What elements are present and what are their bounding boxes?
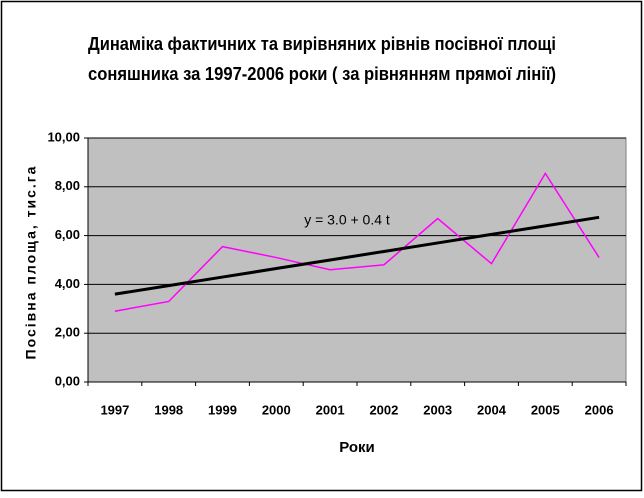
plot-area: [87, 137, 627, 383]
y-axis-label: Посівна площа, тис.га: [23, 165, 39, 360]
series-line: [114, 215, 600, 296]
x-tick-label: 1997: [100, 402, 129, 417]
y-tick-label: 6,00: [55, 227, 80, 242]
y-tick-label: 10,00: [47, 129, 80, 144]
x-tick-label: 1999: [208, 402, 237, 417]
x-tick-label: 2004: [477, 402, 507, 417]
x-tick-label: 2001: [316, 402, 345, 417]
x-tick-label: 2002: [369, 402, 398, 417]
y-tick-label: 2,00: [55, 325, 80, 340]
y-tick-label: 8,00: [55, 178, 80, 193]
x-tick-label: 2005: [531, 402, 560, 417]
chart-title: Динаміка фактичних та вирівняних рівнів …: [88, 34, 556, 54]
x-tick-label: 2003: [423, 402, 452, 417]
y-tick-label: 4,00: [55, 276, 80, 291]
x-tick-label: 2000: [262, 402, 291, 417]
annotation: y = 3.0 + 0.4 t: [304, 212, 390, 228]
chart-title: соняшника за 1997-2006 роки ( за рівнянн…: [88, 64, 556, 84]
series-line: [114, 171, 600, 312]
x-axis-label: Роки: [339, 439, 375, 456]
y-tick-label: 0,00: [55, 373, 80, 388]
x-tick-label: 2006: [585, 402, 614, 417]
x-tick-label: 1998: [154, 402, 183, 417]
